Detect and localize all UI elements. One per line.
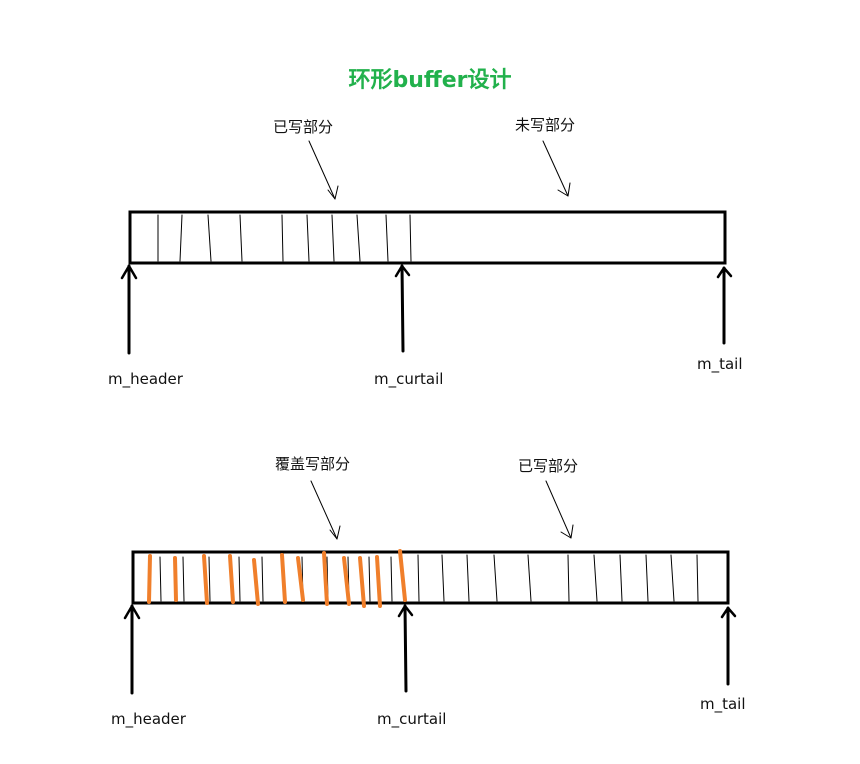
m-header-label: m_header [108,370,183,388]
overwrite-stroke [280,553,287,604]
buffer-cell-divider [493,554,498,602]
overwrite-part-callout-head [329,525,341,540]
buffer-cell-divider [385,214,389,262]
buffer-cell-divider [527,554,532,602]
buffer-cell-divider [179,214,183,262]
buffer-cell-divider [696,554,699,602]
buffer-cell-divider [261,556,264,602]
buffer-rect [128,210,727,265]
buffer-cell-divider [441,554,445,602]
buffer-cell-divider [368,556,371,602]
written-part-callout-2-head [560,524,574,539]
written-part-callout [308,140,336,200]
buffer-rect [131,550,730,605]
unwritten-part-callout-head [557,182,571,197]
buffer-cell-divider [239,214,243,262]
overwrite-part-label: 覆盖写部分 [275,455,351,473]
buffer-cell-divider [207,214,212,262]
buffer-cell-divider [466,554,470,602]
m-header-arrowhead [120,264,138,280]
overwrite-stroke [322,551,329,606]
buffer-cell-divider [390,556,393,602]
m-tail-arrowhead [716,266,733,279]
buffer-cell-divider [306,214,310,262]
m-curtail-arrowhead [394,264,411,278]
buffer-cell-divider [417,554,420,602]
buffer-cell-divider [281,214,284,262]
overwrite-stroke [296,556,305,602]
m-curtail-arrow [403,604,408,693]
overwrite-part-callout [310,480,338,540]
m-tail-label-2: m_tail [700,695,746,713]
page-title: 环形buffer设计 [348,68,512,93]
buffer-cell-divider [593,554,598,602]
buffer-cell-divider [331,214,335,262]
overwrite-stroke [358,556,366,608]
diagram-1 [120,140,733,355]
overwrite-stroke [147,554,152,604]
overwrite-stroke [342,556,351,606]
written-part-callout-head [327,185,339,200]
written-part-callout-2 [545,480,572,539]
m-header-label-2: m_header [111,710,186,728]
overwrite-stroke [173,556,178,602]
buffer-cell-divider [182,556,185,602]
m-curtail-arrowhead [397,604,414,618]
unwritten-part-callout [542,140,569,197]
buffer-cell-divider [567,554,570,602]
m-curtail-label-2: m_curtail [377,710,447,728]
m-tail-arrowhead [720,606,737,619]
written-part-label-2: 已写部分 [518,457,579,475]
buffer-cell-divider [670,554,675,602]
buffer-cell-divider [208,556,211,602]
m-header-arrowhead [123,604,141,620]
m-curtail-arrow [400,264,405,353]
overwrite-stroke [252,558,260,606]
overwrite-stroke [202,554,209,605]
m-curtail-label: m_curtail [374,370,444,388]
buffer-cell-divider [238,556,241,602]
overwrite-stroke [398,549,407,602]
buffer-cell-divider [409,214,412,262]
buffer-cell-divider [645,554,649,602]
unwritten-part-label: 未写部分 [515,116,576,134]
overwrite-stroke [375,555,382,608]
buffer-cell-divider [159,556,162,602]
buffer-cell-divider [356,214,361,262]
diagram-2 [123,480,737,695]
m-tail-label: m_tail [697,355,743,373]
buffer-cell-divider [619,554,623,602]
overwrite-stroke [228,554,235,604]
written-part-label: 已写部分 [273,118,334,136]
